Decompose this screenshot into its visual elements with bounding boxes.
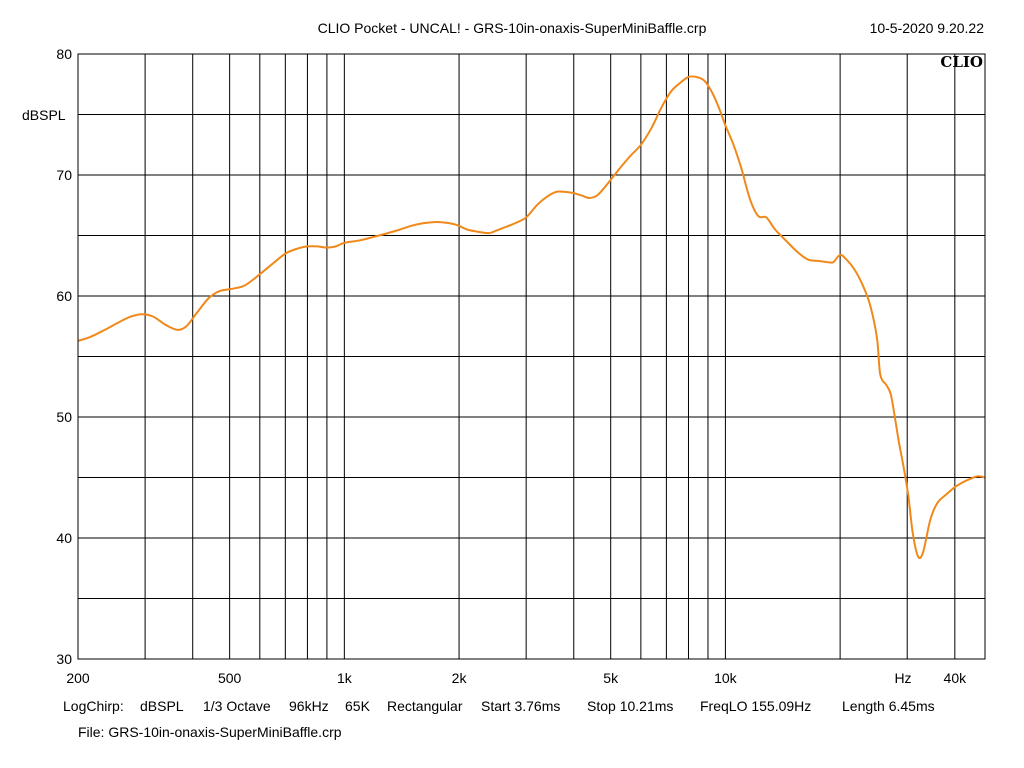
y-tick-label-4: 70 xyxy=(56,167,72,183)
x-tick-label-6: 40k xyxy=(944,670,968,686)
y-axis-label: dBSPL xyxy=(22,107,66,123)
setting-6: Start 3.76ms xyxy=(481,698,560,714)
setting-4: 65K xyxy=(345,698,371,714)
y-tick-label-5: 80 xyxy=(56,46,72,62)
file-name: File: GRS-10in-onaxis-SuperMiniBaffle.cr… xyxy=(78,724,342,740)
chart-datetime: 10-5-2020 9.20.22 xyxy=(870,20,985,36)
x-tick-label-4: 5k xyxy=(603,670,619,686)
setting-3: 96kHz xyxy=(289,698,329,714)
setting-1: dBSPL xyxy=(140,698,184,714)
setting-0: LogChirp: xyxy=(63,698,124,714)
series-layer xyxy=(77,75,986,560)
plot-frame xyxy=(77,53,986,660)
x-tick-label-2: 1k xyxy=(337,670,353,686)
measurement-settings: LogChirp: dBSPL 1/3 Octave 96kHz 65K Rectangu… xyxy=(63,698,935,714)
y-tick-label-2: 50 xyxy=(56,409,72,425)
setting-5: Rectangular xyxy=(387,698,463,714)
y-tick-labels: 30 40 50 60 70 80 xyxy=(56,46,72,667)
setting-9: Length 6.45ms xyxy=(842,698,935,714)
grid-lines xyxy=(78,54,985,659)
y-tick-label-1: 40 xyxy=(56,530,72,546)
x-tick-label-1: 500 xyxy=(218,670,242,686)
x-axis-label: Hz xyxy=(894,670,911,686)
x-tick-label-5: 10k xyxy=(714,670,738,686)
chart-title: CLIO Pocket - UNCAL! - GRS-10in-onaxis-S… xyxy=(318,20,707,36)
setting-7: Stop 10.21ms xyxy=(587,698,673,714)
x-tick-label-0: 200 xyxy=(66,670,90,686)
clio-logo: CLIO xyxy=(940,53,983,71)
x-tick-label-3: 2k xyxy=(452,670,468,686)
series-line-0 xyxy=(77,75,986,560)
y-tick-label-0: 30 xyxy=(56,651,72,667)
setting-2: 1/3 Octave xyxy=(203,698,271,714)
setting-8: FreqLO 155.09Hz xyxy=(700,698,811,714)
x-tick-labels: 200 500 1k 2k 5k 10k 40k xyxy=(66,670,967,686)
y-tick-label-3: 60 xyxy=(56,288,72,304)
